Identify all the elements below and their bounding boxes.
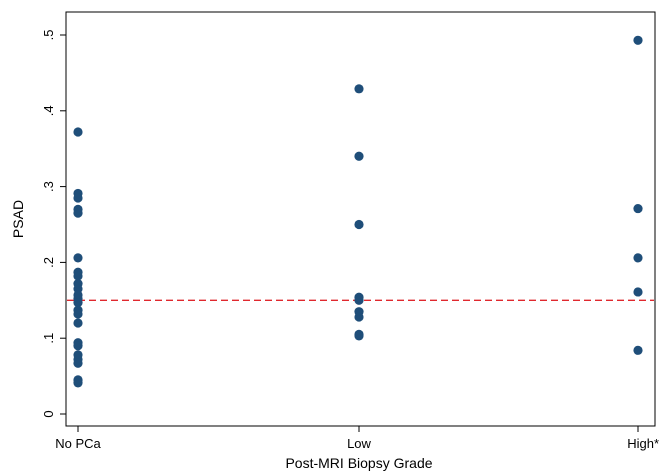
data-point [354, 312, 364, 322]
x-axis-label: Post-MRI Biopsy Grade [285, 455, 432, 471]
data-point [633, 287, 643, 297]
data-point [73, 358, 83, 368]
y-tick-label: .3 [41, 181, 56, 192]
y-tick-label: .1 [41, 333, 56, 344]
data-points [73, 35, 643, 388]
y-axis: 0 .1 .2 .3 .4 .5 [41, 30, 66, 418]
data-point [354, 295, 364, 305]
y-tick-label: .2 [41, 257, 56, 268]
y-tick-label: .5 [41, 30, 56, 41]
data-point [633, 203, 643, 214]
x-tick-label: High* [627, 436, 659, 451]
data-point [73, 127, 83, 137]
x-tick-label: No PCa [55, 436, 101, 451]
data-point [73, 378, 83, 388]
data-point [73, 271, 83, 281]
y-axis-label: PSAD [10, 200, 26, 238]
data-point [354, 151, 364, 161]
data-point [73, 208, 83, 218]
x-tick-label: Low [347, 436, 371, 451]
plot-frame [65, 11, 656, 427]
data-point [354, 84, 364, 94]
data-point [73, 253, 83, 263]
data-point [633, 35, 643, 45]
y-tick-label: .4 [41, 105, 56, 116]
x-axis: No PCa Low High* [55, 426, 659, 451]
data-point [73, 309, 83, 319]
data-point [354, 331, 364, 341]
data-point [633, 345, 643, 355]
data-point [354, 219, 364, 230]
data-point [73, 297, 83, 308]
data-point [73, 318, 83, 328]
data-point [633, 253, 643, 263]
data-point [73, 341, 83, 351]
y-tick-label: 0 [41, 410, 56, 417]
data-point [73, 193, 83, 203]
